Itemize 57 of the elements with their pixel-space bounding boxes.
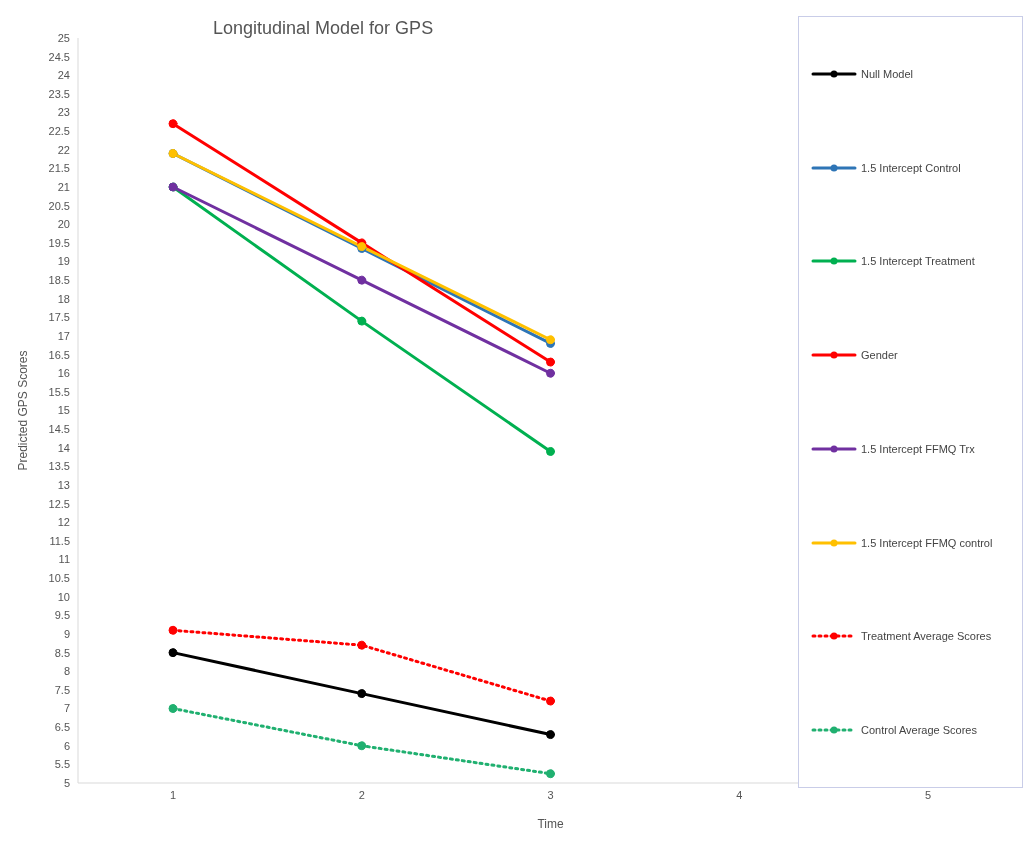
legend-label: Control Average Scores	[861, 724, 977, 737]
y-tick-label: 19	[57, 255, 70, 268]
y-tick-label: 17.5	[48, 311, 70, 324]
y-tick-label: 10	[57, 590, 70, 603]
y-tick-label: 8.5	[54, 646, 70, 659]
y-tick-label: 24.5	[48, 50, 70, 63]
y-tick-label: 13	[57, 478, 70, 491]
y-tick-label: 9.5	[54, 609, 70, 622]
y-tick-label: 12.5	[48, 497, 70, 510]
y-axis-title: Predicted GPS Scores	[16, 350, 31, 471]
y-tick-label: 22.5	[48, 125, 70, 138]
y-tick-label: 11.5	[49, 534, 70, 547]
y-tick-label: 21	[57, 180, 70, 193]
y-tick-label: 23.5	[48, 87, 70, 100]
y-tick-label: 18	[57, 292, 70, 305]
y-tick-label: 17	[57, 329, 70, 342]
y-tick-label: 14.5	[48, 423, 70, 436]
x-tick-label: 1	[169, 788, 177, 801]
y-tick-label: 6.5	[54, 721, 70, 734]
y-tick-label: 9	[63, 627, 70, 640]
legend-label: 1.5 Intercept FFMQ control	[861, 536, 993, 549]
y-tick-label: 16	[57, 367, 70, 380]
y-tick-label: 23	[57, 106, 70, 119]
y-tick-label: 18.5	[48, 274, 70, 287]
y-tick-label: 19.5	[48, 236, 70, 249]
legend-label: 1.5 Intercept FFMQ Trx	[861, 442, 975, 455]
y-tick-label: 5	[63, 776, 70, 789]
y-tick-label: 25	[57, 31, 70, 44]
y-tick-label: 24	[57, 69, 70, 82]
y-tick-label: 7	[63, 702, 70, 715]
y-tick-label: 20.5	[48, 199, 70, 212]
legend-label: 1.5 Intercept Control	[861, 161, 961, 174]
legend-label: Gender	[861, 349, 898, 362]
legend-label: Null Model	[861, 67, 913, 80]
x-axis-title: Time	[537, 817, 564, 831]
y-tick-label: 15	[57, 404, 70, 417]
y-tick-label: 7.5	[54, 683, 70, 696]
y-tick-label: 14	[57, 441, 70, 454]
x-tick-label: 4	[736, 788, 743, 801]
y-tick-label: 10.5	[48, 572, 70, 585]
y-tick-label: 22	[57, 143, 70, 156]
y-tick-label: 6	[63, 739, 70, 752]
y-tick-label: 8	[63, 665, 70, 678]
x-tick-label: 3	[547, 788, 554, 801]
y-tick-label: 5.5	[54, 758, 70, 771]
y-tick-label: 13.5	[48, 460, 70, 473]
y-tick-label: 15.5	[48, 385, 70, 398]
y-tick-label: 12	[57, 516, 70, 529]
y-tick-label: 16.5	[48, 348, 70, 361]
x-tick-label: 5	[924, 788, 932, 801]
x-tick-label: 2	[358, 788, 365, 801]
chart-title: Longitudinal Model for GPS	[213, 18, 434, 39]
legend-label: Treatment Average Scores	[861, 630, 992, 643]
legend-label: 1.5 Intercept Treatment	[861, 255, 975, 268]
y-tick-label: 11	[58, 553, 70, 566]
y-tick-label: 20	[57, 218, 70, 231]
y-tick-label: 21.5	[48, 162, 70, 175]
